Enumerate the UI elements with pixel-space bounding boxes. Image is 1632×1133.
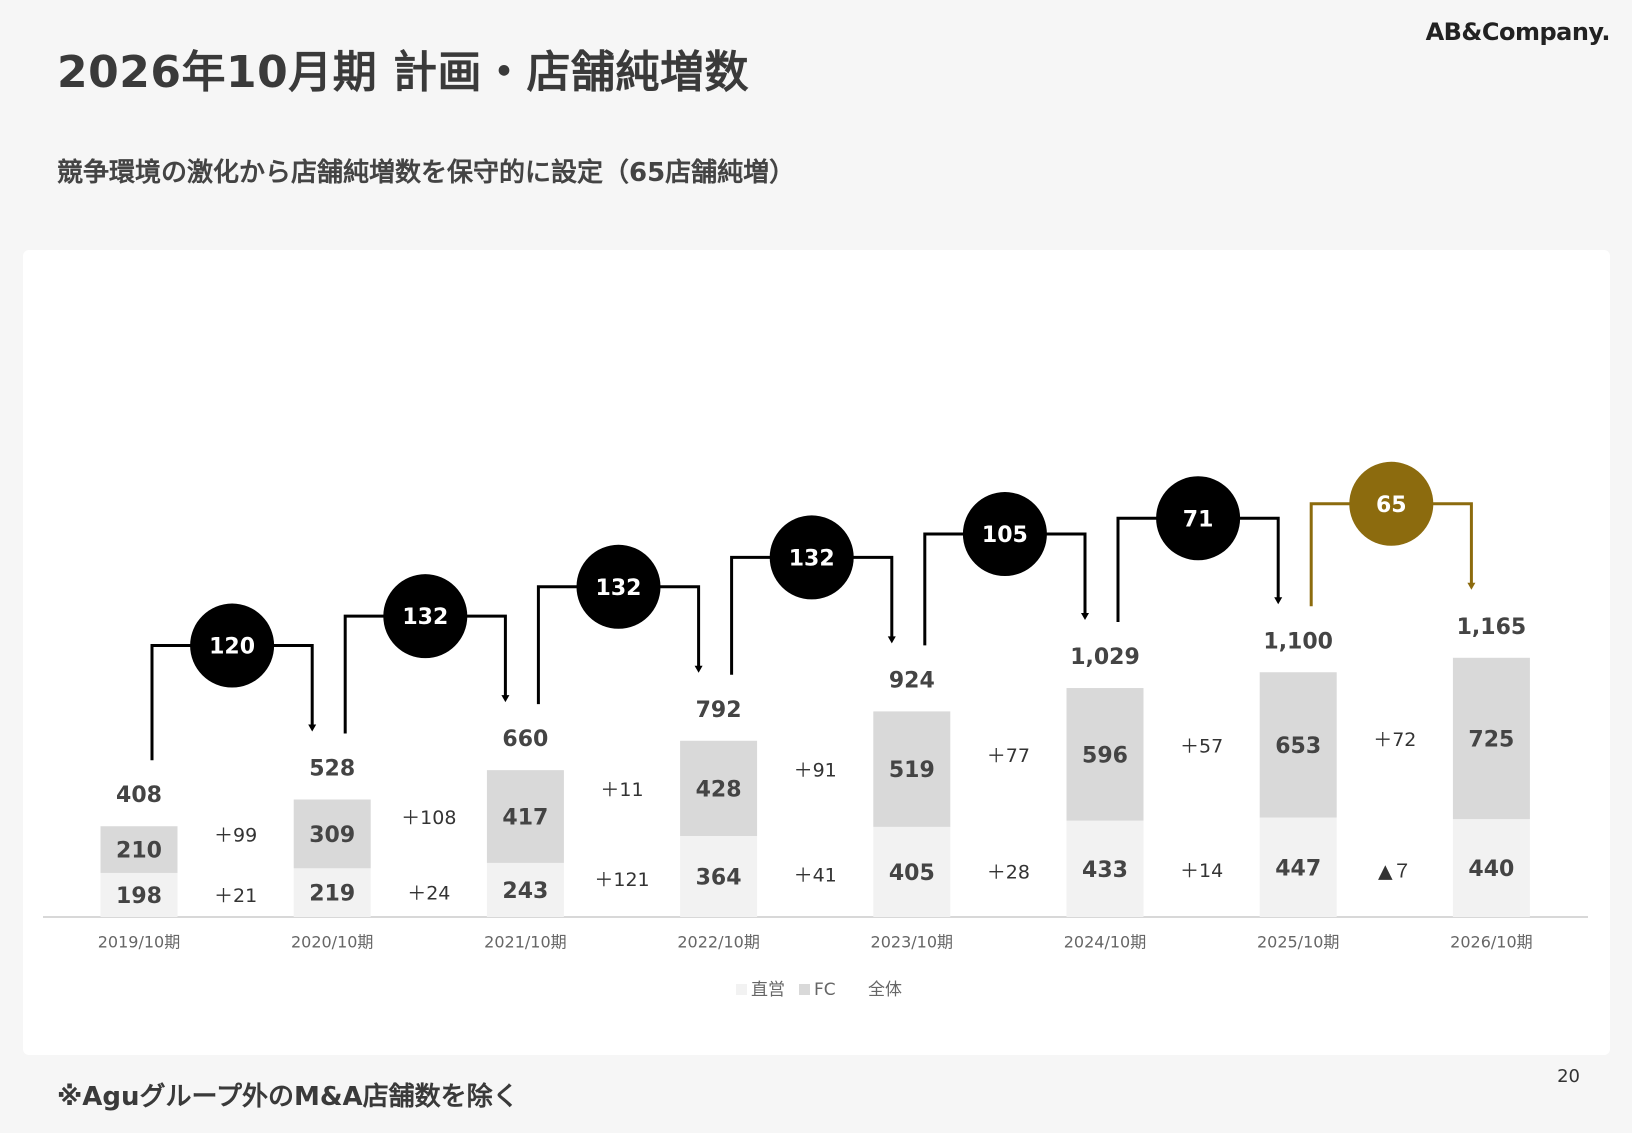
bar-fc (100, 826, 178, 873)
bar-direct-label: 440 (1468, 857, 1514, 882)
fc-increase-label: ＋72 (1373, 729, 1416, 751)
bar-direct (486, 862, 564, 917)
bar-total-label: 408 (116, 783, 162, 808)
direct-increase-label: ＋121 (594, 869, 649, 891)
bar-direct (1259, 817, 1337, 917)
bar-fc-label: 210 (116, 839, 162, 864)
net-increase-arrowhead (308, 724, 317, 732)
bar-total-label: 1,100 (1263, 629, 1333, 654)
bar-total-label: 924 (889, 668, 935, 693)
bar-fc-label: 653 (1275, 734, 1321, 759)
bar-total-label: 792 (696, 698, 742, 723)
legend-swatch-fc (799, 984, 810, 995)
x-tick-label: 2021/10期 (484, 933, 566, 952)
net-increase-badge (1156, 476, 1241, 561)
legend-swatch-direct (736, 984, 747, 995)
footnote: ※Aguグループ外のM&A店舗数を除く (57, 1082, 519, 1112)
bar-direct-label: 198 (116, 884, 162, 909)
direct-increase-label: ＋41 (794, 864, 837, 886)
fc-increase-label: ＋108 (401, 807, 456, 829)
legend-label-fc: FC (814, 980, 836, 1000)
store-count-chart: 198 210 408 2019/10期 219 309 528 2020/10期 243 417… (43, 461, 1588, 1000)
x-tick-label: 2024/10期 (1064, 933, 1146, 952)
bar-direct (873, 826, 951, 917)
net-increase-badge-label: 120 (209, 635, 255, 660)
net-increase-badge (190, 603, 275, 688)
bar-fc (680, 740, 758, 837)
net-increase-arrowhead (887, 636, 896, 644)
net-increase-badge (383, 574, 468, 659)
x-tick-label: 2022/10期 (677, 933, 759, 952)
bar-fc-label: 309 (309, 823, 355, 848)
net-increase-arrowhead (501, 695, 510, 703)
bar-direct-label: 219 (309, 882, 355, 907)
bar-direct (1452, 819, 1530, 917)
bar-fc (293, 799, 371, 869)
x-tick-label: 2019/10期 (98, 933, 180, 952)
net-increase-badge (576, 544, 661, 629)
direct-increase-label: ＋21 (214, 885, 257, 907)
net-increase-badge-label: 105 (982, 523, 1028, 548)
fc-increase-label: ＋11 (600, 779, 643, 801)
net-increase-badge-label: 71 (1183, 507, 1214, 532)
direct-increase-label: ＋14 (1180, 860, 1223, 882)
fc-increase-label: ＋99 (214, 824, 257, 846)
x-tick-label: 2025/10期 (1257, 933, 1339, 952)
page-number: 20 (1557, 1066, 1580, 1087)
x-tick-label: 2020/10期 (291, 933, 373, 952)
legend-label-direct: 直営 (751, 980, 785, 1000)
net-increase-badge-label: 132 (596, 576, 642, 601)
bar-fc (873, 711, 951, 827)
net-increase-badge (1349, 461, 1434, 546)
fc-increase-label: ＋77 (987, 745, 1030, 767)
page-subtitle: 競争環境の激化から店舗純増数を保守的に設定（65店舗純増） (57, 158, 796, 188)
chart-panel: 198 210 408 2019/10期 219 309 528 2020/10期 243 417… (23, 250, 1610, 1055)
direct-increase-label: ＋28 (987, 861, 1030, 883)
bar-fc-label: 596 (1082, 743, 1128, 768)
bar-fc-label: 417 (502, 806, 548, 831)
net-increase-arrowhead (1081, 613, 1089, 621)
bar-direct (293, 868, 371, 917)
bar-direct-label: 405 (889, 861, 935, 886)
bar-fc-label: 725 (1468, 727, 1514, 752)
bar-fc (486, 770, 564, 863)
net-increase-badge (962, 492, 1047, 577)
fc-increase-label: ＋57 (1180, 735, 1223, 757)
bar-direct (1066, 820, 1144, 917)
direct-increase-label: ＋24 (407, 882, 450, 904)
net-increase-arrowhead (1467, 582, 1476, 590)
bar-total-label: 528 (309, 757, 355, 782)
bar-direct-label: 433 (1082, 858, 1128, 883)
company-logo: AB&Company. (1425, 18, 1611, 46)
net-increase-badge-label: 65 (1376, 493, 1407, 518)
net-increase-badge-label: 132 (402, 605, 448, 630)
legend-label-total: 全体 (868, 980, 902, 1000)
bar-fc (1259, 672, 1337, 818)
net-increase-badge-label: 132 (789, 546, 835, 571)
bar-fc (1452, 657, 1530, 820)
bar-total-label: 1,165 (1457, 615, 1527, 640)
bar-fc-label: 428 (696, 777, 742, 802)
bar-direct-label: 243 (502, 879, 548, 904)
page-title: 2026年10月期 計画・店舗純増数 (57, 47, 750, 98)
bar-direct (100, 872, 178, 917)
direct-increase-label: ▲７ (1378, 861, 1412, 883)
x-tick-label: 2026/10期 (1450, 933, 1532, 952)
net-increase-arrowhead (1274, 597, 1283, 605)
bar-fc-label: 519 (889, 758, 935, 783)
fc-increase-label: ＋91 (794, 760, 837, 782)
bar-direct-label: 364 (696, 866, 742, 891)
net-increase-arrowhead (694, 665, 703, 673)
bar-direct (680, 836, 758, 917)
net-increase-badge (769, 515, 854, 600)
bar-fc (1066, 688, 1144, 821)
bar-total-label: 660 (502, 727, 548, 752)
bar-total-label: 1,029 (1070, 645, 1140, 670)
x-tick-label: 2023/10期 (871, 933, 953, 952)
bar-direct-label: 447 (1275, 856, 1321, 881)
